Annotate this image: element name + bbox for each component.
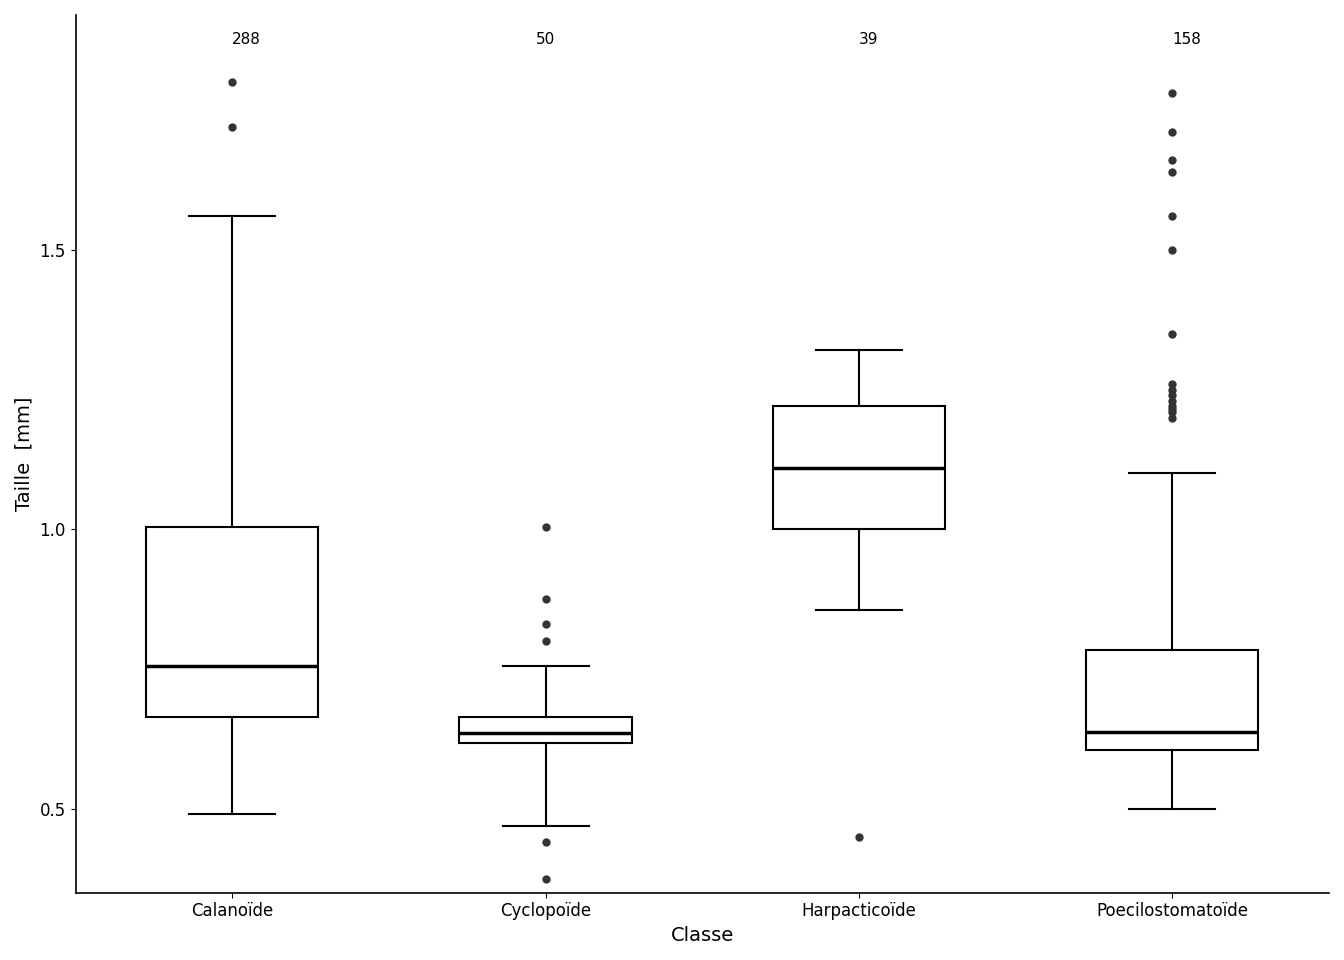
PathPatch shape (146, 526, 319, 716)
PathPatch shape (1086, 650, 1258, 750)
Y-axis label: Taille  [mm]: Taille [mm] (15, 396, 34, 511)
PathPatch shape (460, 716, 632, 743)
Text: 158: 158 (1172, 32, 1202, 47)
Text: 288: 288 (233, 32, 261, 47)
Text: 50: 50 (536, 32, 555, 47)
X-axis label: Classe: Classe (671, 926, 734, 945)
Text: 39: 39 (859, 32, 879, 47)
PathPatch shape (773, 406, 945, 529)
